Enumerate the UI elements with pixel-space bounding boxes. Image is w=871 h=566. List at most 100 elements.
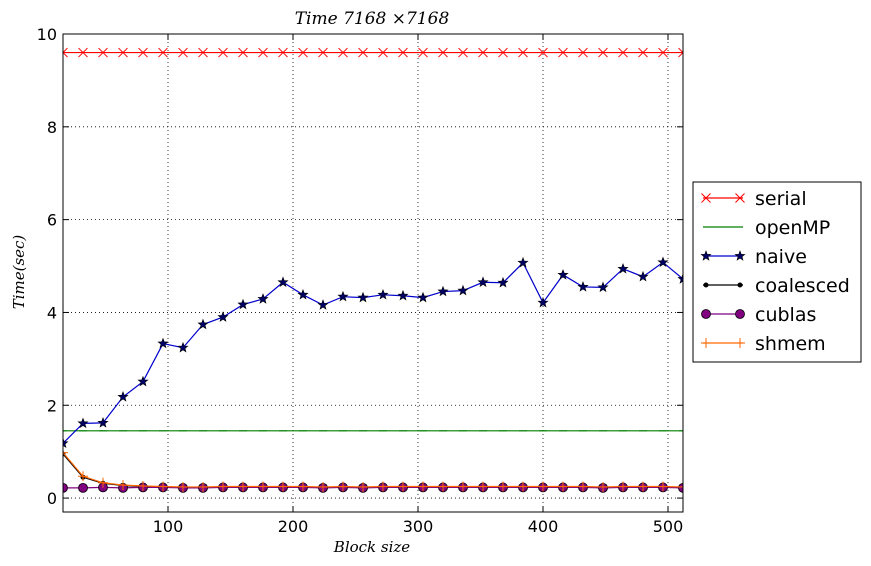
series-serial-point <box>498 47 508 58</box>
series-naive-point <box>297 288 309 300</box>
series-naive-point <box>497 276 509 288</box>
y-tick-label: 8 <box>47 118 57 137</box>
series-serial-point <box>578 47 588 58</box>
series-shmem-point <box>338 481 348 492</box>
legend-label: serial <box>755 188 807 210</box>
series-shmem-point <box>518 481 528 492</box>
series-serial-point <box>238 47 248 58</box>
series-shmem-point <box>638 481 648 492</box>
series-serial-point <box>158 47 168 58</box>
series-shmem-point <box>278 481 288 492</box>
series-serial-point <box>338 47 348 58</box>
series-naive-point <box>337 290 349 302</box>
series-shmem-point <box>158 481 168 492</box>
series-shmem-point <box>558 481 568 492</box>
y-tick-label: 4 <box>47 303 57 322</box>
x-tick-label: 400 <box>528 517 559 536</box>
series-naive-point <box>157 337 169 349</box>
series-shmem <box>63 447 683 492</box>
legend-marker <box>701 338 711 348</box>
legend-label: shmem <box>755 333 826 355</box>
series-naive-point <box>677 273 683 284</box>
series-serial-point <box>398 47 408 58</box>
series-serial-point <box>598 47 608 58</box>
series-shmem-point <box>358 481 368 492</box>
series-shmem-point <box>238 481 248 492</box>
series-shmem-point <box>258 481 268 492</box>
series-naive-point <box>637 270 649 282</box>
series-shmem-point <box>118 480 128 491</box>
series-serial-point <box>298 47 308 58</box>
series-naive-point <box>197 318 209 330</box>
legend-item-serial: serial <box>701 188 807 210</box>
series-shmem-point <box>578 481 588 492</box>
series-naive-point <box>437 285 449 297</box>
legend-item-naive: naive <box>700 246 807 268</box>
series-serial-point <box>278 47 288 58</box>
series-serial-point <box>258 47 268 58</box>
series-shmem-point <box>398 481 408 492</box>
series-naive-point <box>597 281 609 293</box>
legend-marker <box>735 193 745 203</box>
legend-label: openMP <box>755 217 830 239</box>
series-naive-point <box>317 299 329 310</box>
series-serial-point <box>63 47 68 58</box>
series-naive-point <box>217 311 229 322</box>
series-naive-point <box>97 417 109 428</box>
series-shmem-point <box>178 481 188 492</box>
legend-item-coalesced: coalesced <box>703 275 850 297</box>
series-serial-point <box>218 47 228 58</box>
series-naive-point <box>537 296 549 308</box>
series-coalesced-line <box>63 453 683 489</box>
series-shmem-point <box>498 481 508 492</box>
series-shmem-point <box>298 481 308 492</box>
series-serial-point <box>198 47 208 58</box>
series-serial-point <box>438 47 448 58</box>
series-serial-point <box>638 47 648 58</box>
series-serial-point <box>478 47 488 58</box>
legend-marker <box>735 309 745 319</box>
series-shmem-line <box>63 452 683 488</box>
series-cublas-point <box>78 482 88 493</box>
series-shmem-point <box>438 481 448 492</box>
series-shmem-point <box>378 481 388 492</box>
series-serial-point <box>118 47 128 58</box>
x-tick-label: 500 <box>653 517 684 536</box>
series-serial-point <box>78 47 88 58</box>
series-serial <box>63 47 683 58</box>
series-shmem-point <box>678 481 683 492</box>
series-serial-point <box>378 47 388 58</box>
series-shmem-point <box>98 477 108 488</box>
series-naive-point <box>517 256 529 268</box>
series-serial-point <box>558 47 568 58</box>
series-naive-line <box>63 261 683 444</box>
series-naive-point <box>357 291 369 303</box>
legend-marker <box>700 250 712 261</box>
series-shmem-point <box>138 481 148 492</box>
series-cublas-point <box>63 482 68 493</box>
legend-marker <box>734 250 746 261</box>
series-naive-point <box>237 298 249 310</box>
y-tick-label: 2 <box>47 396 57 415</box>
axis-ticks: 100 200 300 400 500 0 2 4 6 8 10 <box>37 25 684 536</box>
series-naive <box>63 256 683 449</box>
series-naive-point <box>137 375 149 387</box>
series-shmem-point <box>458 481 468 492</box>
series-serial-point <box>358 47 368 58</box>
x-tick-label: 300 <box>403 517 434 536</box>
series-serial-point <box>138 47 148 58</box>
chart-title: Time 7168 ×7168 <box>295 9 450 29</box>
legend-marker <box>737 282 743 288</box>
series-shmem-point <box>658 481 668 492</box>
series-naive-point <box>557 269 569 280</box>
series-naive-point <box>257 293 269 304</box>
series-shmem-point <box>318 481 328 492</box>
x-tick-label: 100 <box>153 517 184 536</box>
legend-item-shmem: shmem <box>701 333 826 355</box>
legend-marker <box>735 338 745 348</box>
x-axis-label: Block size <box>333 538 411 556</box>
series-naive-point <box>77 417 89 429</box>
legend-marker <box>701 193 711 203</box>
series-shmem-point <box>598 481 608 492</box>
